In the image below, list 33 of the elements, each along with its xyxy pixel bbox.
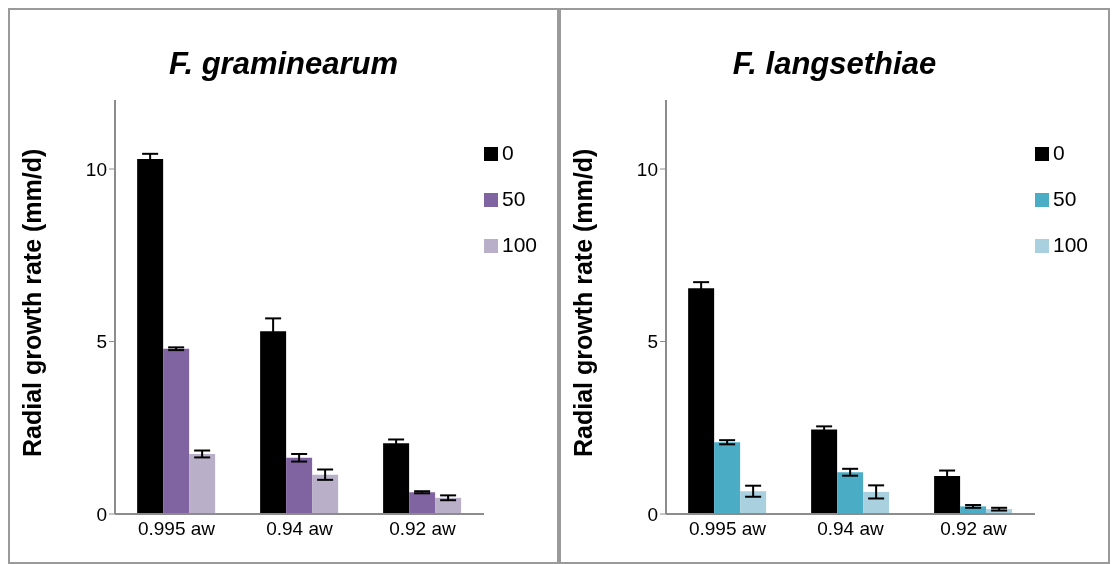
bar: [286, 457, 313, 514]
x-tick-label: 0.995 aw: [688, 518, 767, 540]
y-tick-label: 10: [85, 158, 107, 180]
bar: [383, 443, 410, 514]
x-tick-label: 0.94 aw: [817, 518, 885, 540]
x-tick-label: 0.995 aw: [137, 518, 216, 540]
x-tick-label: 0.94 aw: [266, 518, 334, 540]
bar: [163, 348, 190, 514]
legend-label: 100: [501, 233, 537, 256]
y-tick-label: 0: [96, 503, 107, 525]
legend-label: 0: [501, 141, 514, 164]
y-tick-label: 5: [647, 331, 658, 353]
y-axis-title: Radial growth rate (mm/d): [17, 148, 46, 457]
bar: [409, 492, 436, 514]
legend-label: 50: [1052, 187, 1077, 210]
bar: [863, 491, 890, 514]
legend-label: 100: [1052, 233, 1088, 256]
bar: [837, 472, 864, 514]
chart-title: F. graminearum: [167, 46, 400, 82]
bar: [811, 429, 838, 514]
bar: [714, 442, 741, 514]
y-axis-title: Radial growth rate (mm/d): [568, 148, 597, 457]
legend-label: 0: [1052, 141, 1065, 164]
x-tick-label: 0.92 aw: [389, 518, 457, 540]
y-tick-label: 5: [96, 331, 107, 353]
chart-title: F. langsethiae: [731, 46, 938, 82]
bar: [740, 491, 767, 514]
x-tick-label: 0.92 aw: [940, 518, 1008, 540]
y-tick-label: 0: [647, 503, 658, 525]
legend-label: 50: [501, 187, 526, 210]
bar: [189, 453, 216, 514]
bar: [312, 474, 339, 514]
y-tick-label: 10: [636, 158, 658, 180]
